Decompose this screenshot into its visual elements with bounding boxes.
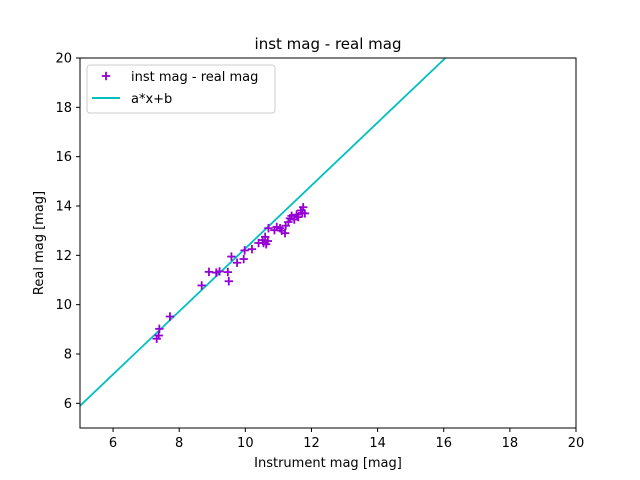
x-tick-label: 16	[435, 436, 452, 451]
y-axis: 6 8 10 12 14 16 18 20	[55, 52, 80, 412]
data-point	[294, 212, 303, 222]
data-point	[227, 252, 236, 261]
legend-label-line: a*x+b	[131, 92, 172, 107]
y-tick-label: 18	[55, 101, 72, 116]
y-tick-label: 6	[64, 397, 72, 412]
x-axis: 6 8 10 12 14 16 18 20	[109, 428, 584, 451]
plot-area	[80, 58, 576, 428]
data-point	[299, 203, 308, 212]
data-point	[264, 224, 273, 233]
legend: inst mag - real mag a*x+b	[86, 64, 276, 114]
data-point	[239, 254, 248, 264]
y-tick-label: 12	[55, 249, 72, 264]
data-point	[204, 267, 214, 277]
x-axis-label: Instrument mag [mag]	[254, 456, 402, 471]
fit-line	[79, 57, 447, 407]
data-point	[247, 244, 257, 254]
x-tick-label: 14	[369, 436, 386, 451]
data-point	[197, 281, 206, 290]
x-tick-label: 6	[109, 436, 117, 451]
x-tick-label: 12	[303, 436, 320, 451]
data-point	[215, 267, 224, 276]
x-tick-label: 10	[237, 436, 254, 451]
legend-label-scatter: inst mag - real mag	[131, 70, 258, 85]
data-point	[284, 217, 293, 227]
x-tick-label: 20	[568, 436, 585, 451]
legend-marker-scatter	[101, 71, 111, 81]
legend-plus-marker	[101, 71, 111, 81]
x-tick-label: 8	[175, 436, 183, 451]
y-tick-label: 16	[55, 150, 72, 165]
y-tick-label: 20	[55, 52, 72, 67]
legend-box	[86, 64, 276, 114]
data-point	[280, 228, 290, 238]
y-tick-label: 10	[55, 298, 72, 313]
plot-content	[79, 57, 447, 407]
y-axis-label: Real mag [mag]	[32, 191, 47, 295]
data-point	[232, 258, 242, 267]
y-tick-label: 14	[55, 200, 72, 215]
x-tick-label: 18	[502, 436, 519, 451]
y-tick-label: 8	[64, 348, 72, 363]
chart-title: inst mag - real mag	[255, 35, 402, 53]
plot-frame	[79, 57, 577, 429]
data-point	[300, 209, 310, 218]
data-point	[263, 236, 273, 246]
data-point	[155, 324, 164, 334]
data-point	[223, 267, 233, 277]
data-point	[165, 312, 175, 321]
data-point	[240, 246, 249, 255]
data-point	[224, 277, 233, 286]
